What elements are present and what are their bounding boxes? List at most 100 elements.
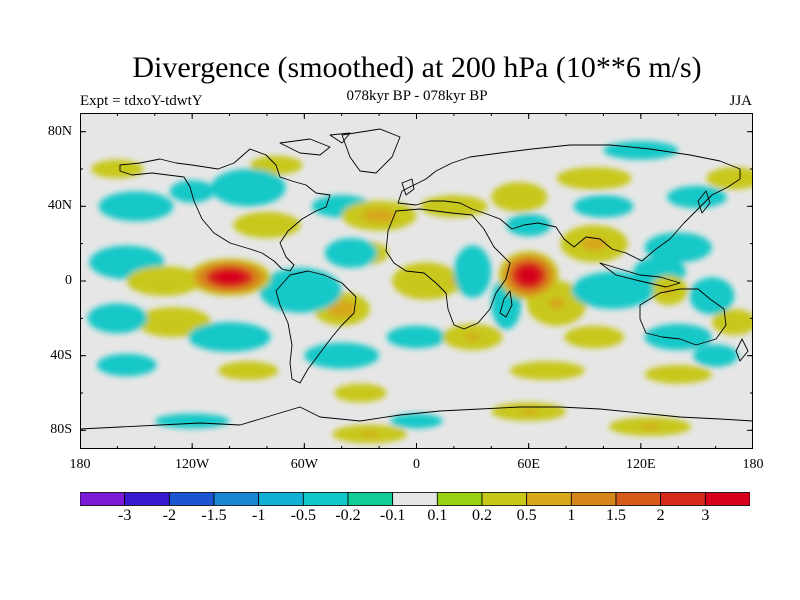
coast-japan: [697, 190, 711, 214]
colorbar-label: 0.1: [427, 507, 448, 524]
latitude-label: 0: [65, 273, 72, 288]
divergence-patch: [272, 274, 329, 306]
divergence-patch: [711, 309, 753, 336]
coast-antarctica: [80, 406, 753, 430]
colorbar-swatch: [347, 492, 394, 506]
divergence-patch: [517, 266, 540, 285]
divergence-patch: [706, 291, 718, 301]
colorbar-swatch: [660, 492, 706, 506]
divergence-patch: [573, 195, 634, 218]
longitude-label: 60W: [290, 457, 318, 472]
colorbar-label: -0.5: [290, 507, 316, 524]
divergence-patch: [98, 191, 174, 222]
coast-south-america: [275, 270, 357, 384]
divergence-patch: [465, 333, 481, 341]
divergence-patch: [667, 185, 727, 209]
colorbar-label: 0.2: [472, 507, 492, 524]
divergence-patch: [556, 167, 632, 190]
divergence-patch: [326, 300, 357, 318]
latitude-label: 40N: [47, 198, 72, 214]
colorbar-label: -0.1: [379, 507, 406, 524]
coast-greenland: [341, 128, 401, 174]
season-label: JJA: [729, 93, 752, 109]
longitude-label: 0: [413, 457, 420, 472]
divergence-patch: [639, 424, 661, 429]
colorbar-swatch: [302, 492, 349, 506]
longitude-label: 120E: [626, 457, 656, 472]
colorbar-swatch: [704, 492, 750, 506]
colorbar-swatch: [124, 492, 170, 506]
divergence-patch: [154, 413, 230, 429]
map-ticks: [80, 113, 753, 449]
divergence-patch: [581, 236, 607, 251]
divergence-patch: [361, 208, 397, 223]
divergence-patch: [233, 211, 301, 239]
divergence-patch: [706, 167, 753, 190]
latitude-label: 40S: [50, 347, 72, 363]
divergence-patch: [188, 322, 271, 352]
coast-north-america: [119, 148, 331, 272]
divergence-patch: [644, 232, 712, 263]
divergence-patch: [420, 195, 488, 218]
divergence-patch: [218, 361, 279, 380]
divergence-patch: [519, 409, 539, 414]
divergence-patch: [360, 431, 380, 437]
colorbar-swatch: [570, 492, 617, 506]
divergence-patch: [338, 246, 364, 260]
coast-indonesia: [599, 262, 681, 288]
colorbar-label: -3: [117, 507, 132, 524]
divergence-patch: [87, 303, 148, 334]
colorbar: [80, 492, 750, 506]
divergence-patch: [334, 383, 387, 403]
divergence-patch: [390, 413, 443, 429]
divergence-patch: [465, 261, 480, 282]
divergence-patch: [332, 352, 352, 359]
divergence-patch: [214, 270, 245, 284]
colorbar-swatch: [615, 492, 662, 506]
coast-arctic-islands: [279, 132, 351, 156]
longitude-label: 120W: [175, 457, 210, 472]
coast-australia: [639, 288, 727, 346]
divergence-patch: [585, 278, 640, 303]
divergence-patch: [386, 325, 447, 349]
divergence-patch: [126, 266, 202, 296]
plot-subtitle: 078kyr BP - 078kyr BP: [346, 88, 488, 104]
colorbar-label: 0.5: [516, 507, 537, 524]
divergence-patch: [169, 180, 215, 203]
divergence-patch: [136, 307, 211, 337]
coast-africa: [385, 208, 511, 330]
latitude-label: 80N: [47, 123, 72, 139]
colorbar-swatch: [392, 492, 438, 506]
divergence-patch: [564, 325, 625, 349]
divergence-patch: [652, 267, 667, 276]
divergence-map: [80, 113, 753, 449]
divergence-patch: [603, 141, 679, 160]
longitude-label: 180: [742, 457, 764, 472]
colorbar-label: -1: [251, 507, 266, 524]
coast-madagascar: [499, 290, 513, 318]
colorbar-swatch: [258, 492, 304, 506]
colorbar-swatch: [213, 492, 260, 506]
divergence-patch: [509, 361, 585, 380]
colorbar-label: -0.2: [335, 507, 361, 524]
divergence-patch: [230, 179, 266, 197]
divergence-patch: [334, 203, 350, 210]
coast-british-isles: [401, 178, 415, 196]
latitude-label: 80S: [50, 422, 72, 438]
divergence-patch: [91, 159, 144, 179]
longitude-label: 60E: [517, 457, 540, 472]
colorbar-swatch: [436, 492, 483, 506]
divergence-patch: [491, 182, 548, 212]
longitude-label: 180: [69, 457, 91, 472]
colorbar-label: 1.5: [606, 507, 626, 524]
colorbar-label: 1: [567, 507, 576, 524]
divergence-patch: [506, 213, 552, 237]
colorbar-label: -1.5: [201, 507, 227, 524]
colorbar-swatch: [481, 492, 528, 506]
colorbar-swatch: [526, 492, 572, 506]
divergence-patch: [644, 323, 712, 351]
coast-new-zealand: [735, 338, 749, 362]
divergence-patch: [664, 286, 674, 295]
plot-title: Divergence (smoothed) at 200 hPa (10**6 …: [132, 51, 702, 84]
colorbar-swatch: [80, 492, 126, 506]
